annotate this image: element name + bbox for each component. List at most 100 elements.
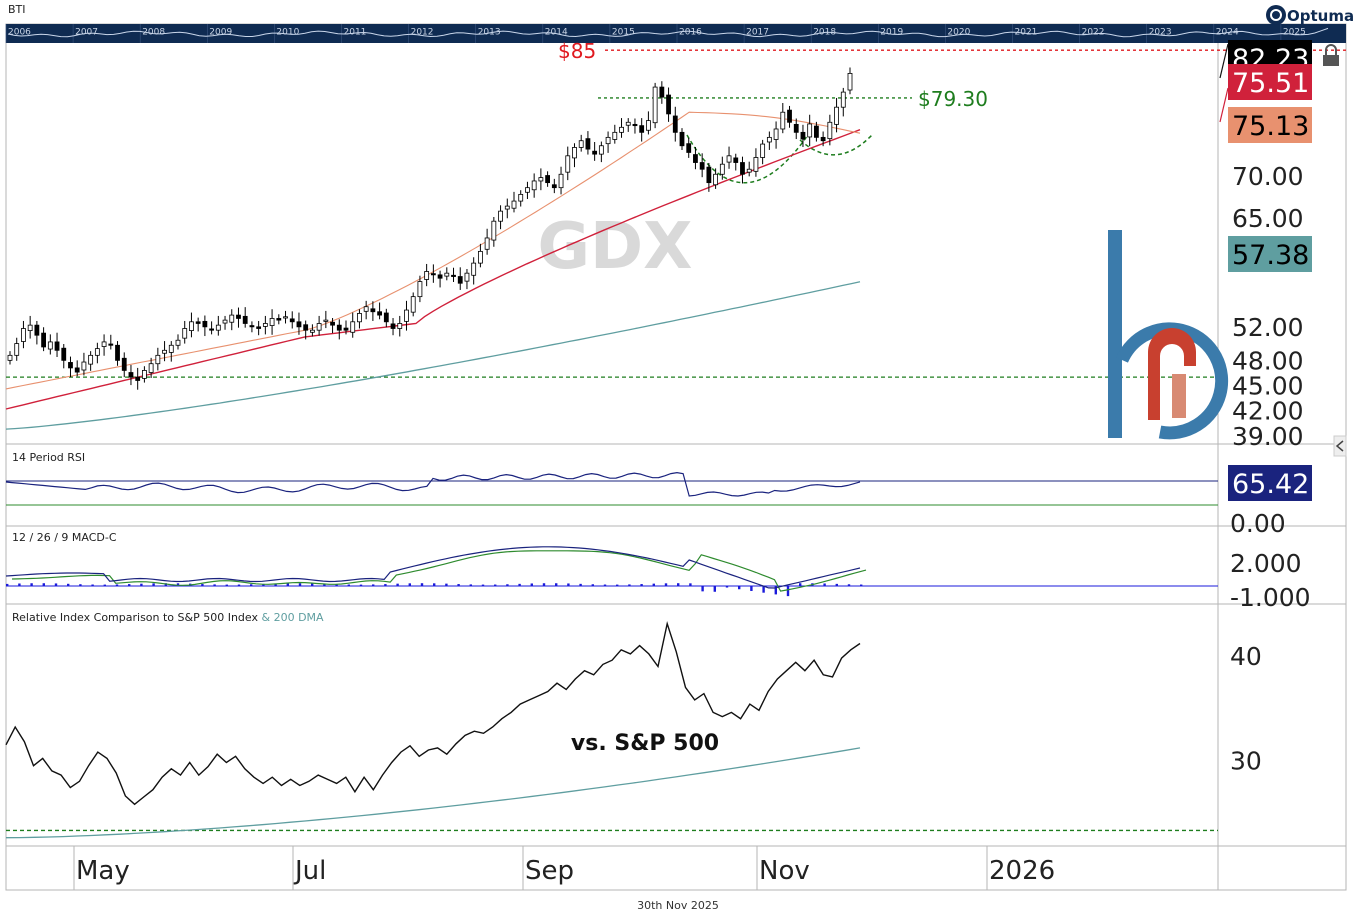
macd-histogram-bar: [847, 584, 851, 586]
price-connector-close: [1219, 43, 1229, 79]
price-tick-label: 42.00: [1232, 397, 1304, 426]
overview-year-2019: 2019: [880, 28, 903, 38]
rsi-badge-value: 65.42: [1232, 469, 1309, 500]
candle-body: [316, 323, 322, 331]
candle-body: [766, 136, 772, 143]
macd-histogram-bar: [237, 584, 241, 586]
macd-histogram-bar: [164, 583, 167, 586]
cup-pattern-arc: [686, 131, 811, 184]
relative-title-text: Relative Index Comparison to S&P 500 Ind…: [12, 611, 258, 624]
candle-body: [471, 262, 477, 276]
candle-body: [61, 347, 67, 361]
candle-body: [343, 327, 349, 331]
neckline-label: $79.30: [918, 87, 988, 111]
candle-body: [693, 154, 698, 163]
price-tick-label: 52.00: [1232, 313, 1304, 342]
candle-body: [652, 86, 658, 124]
candle-body: [531, 180, 537, 191]
candle-body: [276, 318, 282, 321]
macd-histogram-bar: [725, 586, 729, 588]
macd-histogram-bar: [774, 586, 777, 595]
candle-body: [699, 162, 705, 170]
candle-body: [780, 111, 786, 130]
price-tick-label: 39.00: [1232, 422, 1304, 451]
macd-histogram-bar: [640, 584, 643, 586]
relative-200dma-line: [5, 747, 861, 839]
macd-histogram-bar: [689, 583, 692, 586]
macd-histogram-bar: [103, 584, 106, 586]
candle-body: [397, 323, 403, 329]
price-connector-ma: [1219, 87, 1229, 123]
candle-body: [464, 272, 470, 282]
macd-histogram-bar: [420, 583, 424, 586]
candle-body: [773, 128, 779, 140]
candle-body: [128, 372, 134, 378]
collapse-arrow-icon[interactable]: [1333, 435, 1347, 457]
x-tick-label-May: May: [76, 856, 130, 886]
macd-histogram-bar: [518, 583, 521, 586]
candle-body: [746, 168, 752, 173]
price-badge-57.38: 57.38: [1232, 240, 1309, 271]
candle-body: [437, 274, 443, 279]
macd-histogram-bar: [298, 583, 302, 586]
candle-body: [719, 163, 725, 175]
rsi-panel[interactable]: 65.42 0.00: [5, 465, 1312, 538]
candle-body: [350, 321, 356, 333]
relative-tick-30: 30: [1230, 746, 1262, 775]
candle-body: [518, 193, 524, 202]
candle-body: [41, 332, 46, 348]
candle-body: [740, 162, 745, 175]
price-badge-bg: [1228, 236, 1312, 272]
macd-histogram-bar: [140, 583, 143, 586]
overview-price-line: [7, 27, 1329, 38]
macd-histogram-bar: [860, 584, 863, 586]
handle-pattern-arc: [799, 134, 873, 156]
candle-body: [659, 86, 665, 98]
macd-histogram-bar: [628, 584, 631, 586]
relative-legend-dma: & 200 DMA: [262, 611, 325, 624]
candle-body: [162, 349, 167, 354]
candle-body: [108, 343, 114, 346]
macd-histogram-bar: [347, 584, 350, 586]
overview-strip[interactable]: [6, 24, 1346, 43]
candle-body: [760, 143, 766, 158]
symbol-label: BTI: [8, 3, 26, 16]
overview-year-2016: 2016: [679, 28, 702, 38]
candle-body: [834, 106, 839, 125]
candle-body: [88, 354, 94, 365]
candle-body: [209, 328, 215, 331]
candle-body: [706, 166, 712, 184]
macd-signal-line: [11, 550, 867, 592]
candle-body: [713, 173, 718, 186]
overview-year-2015: 2015: [612, 28, 635, 38]
relative-panel[interactable]: 40 30: [5, 621, 1262, 839]
macd-histogram-bar: [738, 586, 741, 590]
candle-body: [551, 184, 557, 189]
candle-body: [215, 324, 221, 331]
macd-histogram-bar: [201, 584, 204, 586]
overview-year-2012: 2012: [411, 28, 434, 38]
candle-body: [632, 123, 638, 127]
macd-histogram-bar: [91, 584, 94, 586]
lock-icon[interactable]: [1323, 44, 1339, 66]
candle-body: [477, 250, 483, 264]
candle-body: [94, 348, 100, 356]
candle-body: [646, 120, 651, 131]
macd-histogram-bar: [701, 586, 704, 592]
overview-year-2021: 2021: [1015, 28, 1038, 38]
macd-histogram-bar: [6, 583, 9, 586]
candle-body: [121, 357, 127, 371]
overview-year-2022: 2022: [1082, 28, 1105, 38]
price-panel[interactable]: $85$79.3070.0065.0060.0052.0048.0045.004…: [5, 39, 1346, 451]
overview-year-2006: 2006: [8, 28, 31, 38]
candle-body: [612, 131, 618, 140]
macd-histogram-bar: [18, 583, 21, 586]
macd-panel[interactable]: 2.000 -1.000: [5, 546, 1311, 612]
candle-body: [625, 121, 631, 126]
macd-histogram-bar: [128, 584, 131, 586]
overview-year-labels: 2006 2007 2008 2009 2010 2011 2012 2013 2014 2015…: [5, 24, 1306, 43]
candle-body: [827, 121, 833, 140]
macd-histogram-bar: [713, 586, 716, 592]
optuma-brand-label: Optuma: [1287, 7, 1353, 25]
macd-histogram-bar: [481, 584, 485, 586]
